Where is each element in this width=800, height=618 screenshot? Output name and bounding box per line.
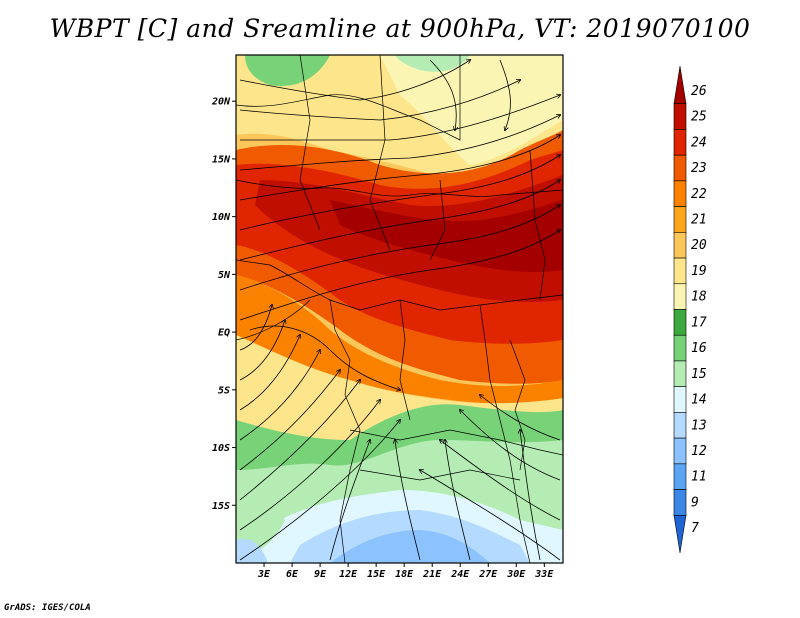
- colorbar-swatch: [673, 412, 687, 439]
- colorbar-swatch: [673, 65, 687, 105]
- colorbar-swatch: [673, 437, 687, 465]
- lat-tick-label: 10S: [212, 443, 230, 454]
- lon-tick-label: 30E: [506, 569, 526, 580]
- colorbar-label: 26: [691, 84, 707, 99]
- colorbar-swatch: [673, 129, 687, 156]
- colorbar-swatch: [673, 180, 687, 207]
- colorbar-label: 13: [691, 418, 707, 433]
- country-borders: [236, 55, 563, 563]
- lon-tick-label: 27E: [478, 569, 498, 580]
- lon-tick-label: 6E: [286, 569, 299, 580]
- lon-tick-label: 3E: [257, 569, 271, 580]
- latitude-axis: 20N 15N 10N 5N EQ 5S 10S 15S: [211, 97, 236, 512]
- colorbar-label: 17: [691, 315, 707, 330]
- lat-tick-label: 5N: [218, 270, 231, 281]
- colorbar-swatch: [673, 103, 687, 130]
- colorbar-label: 22: [691, 187, 707, 202]
- lat-tick-label: 15S: [212, 501, 230, 512]
- lat-tick-label: 5S: [218, 385, 230, 396]
- colorbar-label: 18: [691, 290, 707, 305]
- colorbar-swatch: [673, 489, 687, 516]
- colorbar-label: 7: [691, 521, 699, 536]
- colorbar-label: 12: [691, 444, 707, 459]
- colorbar-label: 24: [691, 135, 707, 150]
- lon-tick-label: 21E: [422, 569, 442, 580]
- map-frame: [235, 54, 564, 564]
- colorbar-label: 9: [691, 495, 699, 510]
- lat-tick-label: EQ: [218, 328, 230, 339]
- colorbar-swatch: [673, 206, 687, 233]
- colorbar-swatch: [673, 257, 687, 285]
- longitude-axis: 3E 6E 9E 12E 15E 18E 21E 24E 27E 30E 33E: [257, 563, 554, 580]
- lon-tick-label: 15E: [367, 569, 386, 580]
- grads-credit: GrADS: IGES/COLA: [4, 603, 91, 613]
- lat-tick-label: 20N: [211, 97, 231, 108]
- lon-tick-label: 12E: [339, 569, 358, 580]
- colorbar-label: 14: [691, 393, 707, 408]
- colorbar-swatch: [673, 283, 687, 310]
- colorbar-swatch: [673, 514, 687, 554]
- colorbar: 26 25 24 23 22 21 20 19 18 17 16 15 14 13 12 11 9 7: [673, 65, 707, 554]
- lon-tick-label: 18E: [395, 569, 414, 580]
- lon-tick-label: 33E: [534, 569, 554, 580]
- colorbar-swatch: [673, 154, 687, 182]
- streamlines: [239, 60, 560, 561]
- colorbar-label: 11: [691, 470, 707, 485]
- colorbar-swatch: [673, 334, 687, 362]
- colorbar-label: 15: [691, 367, 707, 382]
- lat-tick-label: 15N: [212, 154, 231, 165]
- lon-tick-label: 24E: [450, 569, 470, 580]
- colorbar-label: 20: [691, 238, 707, 253]
- wbpt-field: [236, 55, 563, 563]
- colorbar-label: 21: [691, 212, 707, 227]
- colorbar-swatch: [673, 232, 687, 259]
- colorbar-label: 25: [691, 110, 707, 125]
- colorbar-swatch: [673, 386, 687, 413]
- colorbar-swatch: [673, 463, 687, 490]
- colorbar-swatch: [673, 309, 687, 336]
- chart-title: WBPT [C] and Sreamline at 900hPa, VT: 20…: [49, 14, 751, 43]
- colorbar-label: 19: [691, 264, 707, 279]
- lon-tick-label: 9E: [314, 569, 327, 580]
- colorbar-swatch: [673, 360, 687, 387]
- lat-tick-label: 10N: [212, 212, 231, 223]
- colorbar-label: 16: [691, 341, 707, 356]
- colorbar-label: 23: [691, 161, 707, 176]
